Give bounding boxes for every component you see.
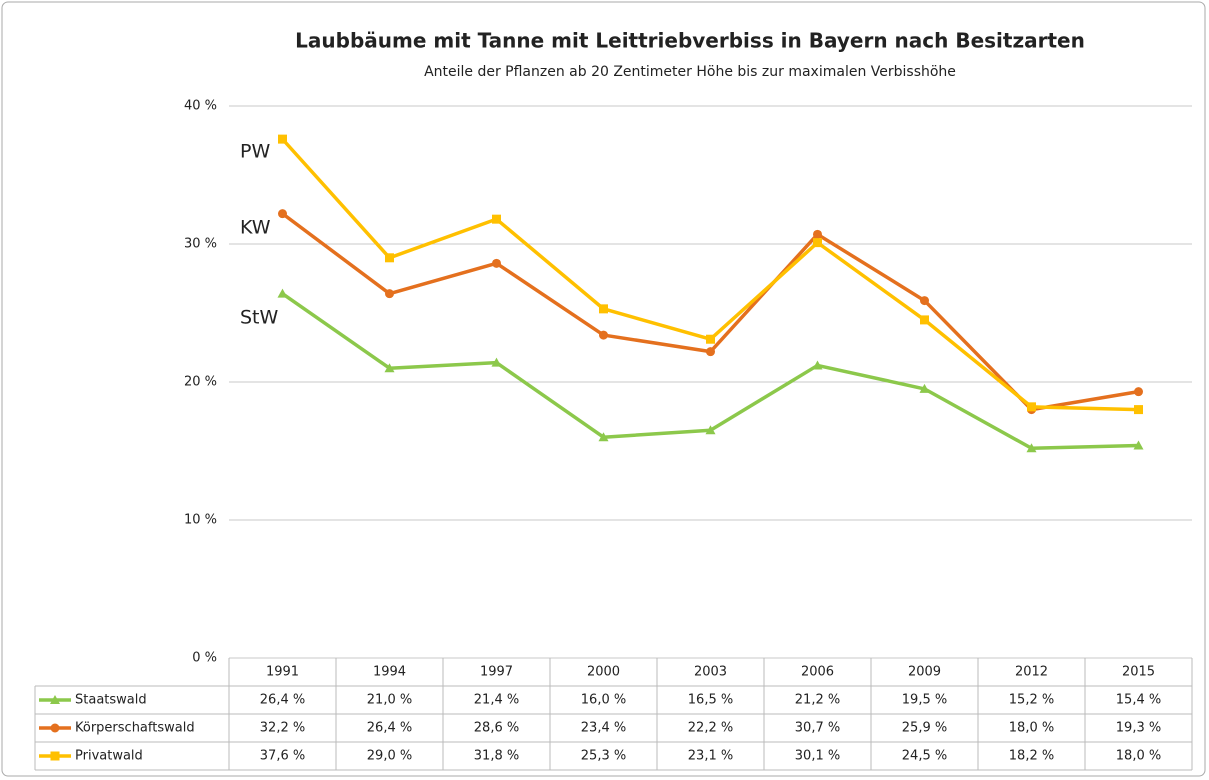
chart-subtitle: Anteile der Pflanzen ab 20 Zentimeter Hö… xyxy=(424,64,956,80)
table-value: 16,0 % xyxy=(581,693,626,708)
y-tick-label: 30 % xyxy=(184,237,217,252)
data-point xyxy=(492,258,501,268)
table-value: 22,2 % xyxy=(688,721,733,736)
legend-label: Privatwald xyxy=(75,749,143,764)
data-point xyxy=(385,253,394,263)
x-tick-label: 2009 xyxy=(908,665,941,680)
legend-label: Staatswald xyxy=(75,693,147,708)
data-point xyxy=(278,134,287,144)
table-value: 23,1 % xyxy=(688,749,733,764)
table-value: 21,0 % xyxy=(367,693,412,708)
data-point xyxy=(599,330,608,340)
x-tick-label: 2000 xyxy=(587,665,620,680)
data-point xyxy=(706,334,715,344)
data-point xyxy=(1134,387,1143,397)
data-point xyxy=(385,289,394,299)
x-tick-label: 2012 xyxy=(1015,665,1048,680)
table-value: 26,4 % xyxy=(260,693,305,708)
table-value: 19,5 % xyxy=(902,693,947,708)
data-point xyxy=(1134,405,1143,415)
data-point xyxy=(598,432,609,442)
x-tick-label: 1991 xyxy=(266,665,299,680)
x-tick-label: 1997 xyxy=(480,665,513,680)
data-point xyxy=(919,383,930,393)
data-point xyxy=(277,288,288,298)
data-point xyxy=(706,347,715,357)
data-point xyxy=(599,304,608,314)
annotation: PW xyxy=(240,141,270,163)
table-value: 21,4 % xyxy=(474,693,519,708)
table-value: 24,5 % xyxy=(902,749,947,764)
data-point xyxy=(705,425,716,435)
table-value: 21,2 % xyxy=(795,693,840,708)
legend-label: Körperschaftswald xyxy=(75,721,195,736)
table-value: 25,9 % xyxy=(902,721,947,736)
table-value: 26,4 % xyxy=(367,721,412,736)
x-tick-label: 1994 xyxy=(373,665,406,680)
table-value: 15,2 % xyxy=(1009,693,1054,708)
data-point xyxy=(920,315,929,325)
table-value: 30,7 % xyxy=(795,721,840,736)
x-tick-label: 2003 xyxy=(694,665,727,680)
data-point xyxy=(1027,402,1036,412)
data-point xyxy=(813,238,822,248)
table-value: 15,4 % xyxy=(1116,693,1161,708)
table-value: 23,4 % xyxy=(581,721,626,736)
table-value: 18,0 % xyxy=(1009,721,1054,736)
annotation: StW xyxy=(240,307,279,329)
table-value: 29,0 % xyxy=(367,749,412,764)
data-point xyxy=(278,209,287,219)
table-value: 30,1 % xyxy=(795,749,840,764)
table-value: 32,2 % xyxy=(260,721,305,736)
legend-marker xyxy=(50,723,60,733)
data-point xyxy=(492,214,501,224)
table-value: 19,3 % xyxy=(1116,721,1161,736)
table-value: 25,3 % xyxy=(581,749,626,764)
y-tick-label: 20 % xyxy=(184,375,217,390)
table-value: 31,8 % xyxy=(474,749,519,764)
data-point xyxy=(1133,440,1144,450)
data-point xyxy=(384,363,395,373)
table-value: 28,6 % xyxy=(474,721,519,736)
y-tick-label: 0 % xyxy=(192,651,217,666)
x-tick-label: 2015 xyxy=(1122,665,1155,680)
y-tick-label: 40 % xyxy=(184,99,217,114)
table-value: 18,0 % xyxy=(1116,749,1161,764)
data-point xyxy=(491,357,502,367)
data-point xyxy=(812,360,823,370)
table-value: 37,6 % xyxy=(260,749,305,764)
x-tick-label: 2006 xyxy=(801,665,834,680)
data-point xyxy=(813,229,822,239)
y-tick-label: 10 % xyxy=(184,513,217,528)
table-value: 18,2 % xyxy=(1009,749,1054,764)
legend-marker xyxy=(50,751,60,761)
legend-marker xyxy=(50,695,60,704)
chart-title: Laubbäume mit Tanne mit Leittriebverbiss… xyxy=(295,29,1085,53)
annotation: KW xyxy=(240,217,271,239)
data-point xyxy=(920,296,929,306)
data-point xyxy=(1026,443,1037,453)
table-value: 16,5 % xyxy=(688,693,733,708)
